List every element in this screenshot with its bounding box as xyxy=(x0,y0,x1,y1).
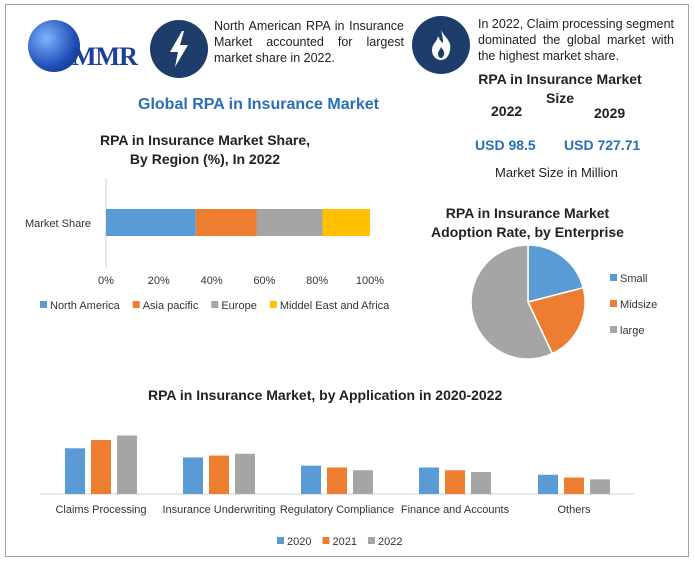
region-legend-label: Asia pacific xyxy=(143,300,199,312)
application-legend-swatch xyxy=(322,537,330,544)
adoption-chart-title: RPA in Insurance Market Adoption Rate, b… xyxy=(431,205,624,240)
application-legend-label: 2021 xyxy=(332,536,356,548)
pie-slice xyxy=(470,244,554,360)
application-category-label: Regulatory Compliance xyxy=(280,504,394,516)
application-category-label: Insurance Underwriting xyxy=(162,504,275,516)
application-bar xyxy=(183,457,203,494)
value-a: USD 98.5 xyxy=(475,137,536,153)
application-bar xyxy=(65,448,85,494)
region-legend-swatch xyxy=(269,301,277,308)
application-bar xyxy=(117,435,137,494)
region-legend-label: North America xyxy=(50,300,121,312)
year-b-label: 2029 xyxy=(594,105,626,121)
application-bar xyxy=(209,455,229,494)
region-bar-segment xyxy=(195,209,257,236)
application-bar xyxy=(590,479,610,494)
application-bar xyxy=(564,477,584,494)
region-x-tick-label: 20% xyxy=(148,275,170,287)
region-x-tick-label: 0% xyxy=(98,275,114,287)
application-bar xyxy=(445,470,465,494)
main-title: Global RPA in Insurance Market xyxy=(138,96,379,113)
fact-text-2: In 2022, Claim processing segment domina… xyxy=(478,17,674,63)
region-legend-swatch xyxy=(211,301,219,308)
application-bar xyxy=(91,440,111,494)
lightning-icon xyxy=(150,20,208,78)
region-x-tick-label: 100% xyxy=(356,275,384,287)
application-category-label: Others xyxy=(557,504,591,516)
application-legend-label: 2022 xyxy=(378,536,402,548)
pie-legend-swatch xyxy=(610,326,617,333)
year-a-label: 2022 xyxy=(491,103,523,119)
pie-slice xyxy=(526,286,586,355)
region-legend-swatch xyxy=(132,301,140,308)
application-legend-swatch xyxy=(277,537,284,544)
adoption-pie-chart: Small Midsize large xyxy=(470,244,657,360)
region-x-tick-label: 40% xyxy=(201,275,223,287)
region-bar-segment xyxy=(322,209,370,236)
application-bar xyxy=(538,474,558,494)
region-legend-label: Europe xyxy=(221,300,256,312)
infographic-frame xyxy=(5,4,689,557)
application-bar xyxy=(419,467,439,494)
globe-logo-icon xyxy=(28,20,80,72)
region-x-tick-label: 60% xyxy=(253,275,275,287)
logo-text: MMR xyxy=(72,42,138,71)
fact-text-1: North American RPA in Insurance Market a… xyxy=(214,19,404,65)
flame-icon xyxy=(412,16,470,74)
pie-legend-swatch xyxy=(610,274,617,281)
application-bar xyxy=(353,470,373,494)
region-share-chart: Market Share 0% 20% 40% 60% 80% 100% North Amer… xyxy=(25,178,390,312)
application-bar xyxy=(235,453,255,494)
application-legend-label: 2020 xyxy=(287,536,311,548)
market-size-title: RPA in Insurance Market Size xyxy=(478,71,642,106)
pie-legend-swatch xyxy=(610,300,617,307)
application-category-label: Finance and Accounts xyxy=(401,504,510,516)
pie-slice xyxy=(527,244,585,303)
application-category-label: Claims Processing xyxy=(55,504,146,516)
region-x-tick-label: 80% xyxy=(306,275,328,287)
value-b: USD 727.71 xyxy=(564,137,641,153)
market-size-unit: Market Size in Million xyxy=(495,165,618,180)
application-bar xyxy=(327,467,347,494)
pie-legend-label: Small xyxy=(620,273,648,285)
application-chart-title: RPA in Insurance Market, by Application … xyxy=(148,387,503,403)
region-category-label: Market Share xyxy=(25,218,91,230)
region-legend-swatch xyxy=(40,301,47,308)
region-bar-segment xyxy=(106,209,196,236)
application-bar xyxy=(301,465,321,494)
pie-legend-label: Midsize xyxy=(620,299,657,311)
region-chart-title: RPA in Insurance Market Share, By Region… xyxy=(99,132,311,167)
application-legend-swatch xyxy=(367,537,375,544)
application-bar-chart: Claims Processing Insurance Underwriting R… xyxy=(40,435,634,548)
application-bar xyxy=(471,472,491,494)
region-legend-label: Middel East and Africa xyxy=(280,300,390,312)
region-bar-segment xyxy=(256,209,323,236)
pie-legend-label: large xyxy=(620,325,644,337)
